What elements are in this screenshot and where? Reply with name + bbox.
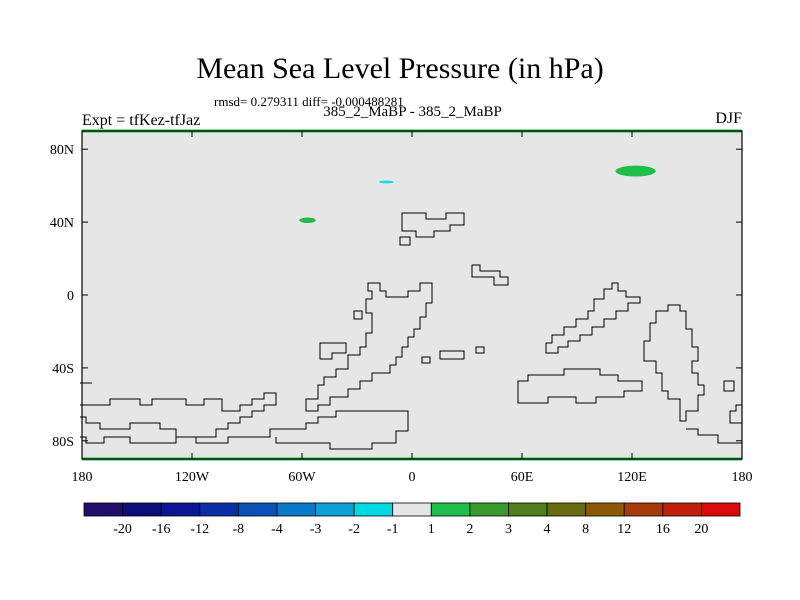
colorbar-label: 8 [582,522,589,537]
coastline-australia [643,304,705,422]
y-tick-label: 0 [67,289,74,304]
season-label: DJF [715,110,742,127]
colorbar-label: 2 [466,522,473,537]
colorbar-box [353,502,394,517]
x-tick-label: 0 [409,470,416,485]
colorbar-label: 1 [428,522,435,537]
x-tick-label: 120E [617,470,647,485]
coastline-small-7 [421,356,431,364]
colorbar-label: -3 [310,522,322,537]
colorbar-box [83,502,123,517]
coastline-africa-australia [545,282,641,354]
x-tick-label: 120W [175,470,210,485]
x-tick-label: 180 [732,470,753,485]
coastline-small-4 [319,342,347,360]
coastline-small-2 [471,264,509,286]
experiment-comparison-subtitle: 385_2_MaBP - 385_2_MaBP [323,104,502,120]
axis-ticks: 180 120W 60W 0 60E 120E 180 80N 40N 0 40S 80S [50,131,753,485]
colorbar-label: 20 [694,522,708,537]
colorbar: -20 -16 -12 -8 -4 -3 -2 -1 1 2 3 4 8 12 16 20 [83,502,741,537]
colorbar-label: 16 [656,522,670,537]
colorbar-box [662,502,702,517]
colorbar-box [276,502,316,517]
experiment-label: Expt = tfKez-tfJaz [82,112,201,129]
colorbar-label: -4 [271,522,283,537]
colorbar-box [430,502,471,517]
coastline-small-1 [399,236,411,246]
coastlines [80,212,742,450]
colorbar-label: 4 [544,522,551,537]
colorbar-box [585,502,625,517]
x-tick-label: 60W [288,470,316,485]
coastline-small-6 [475,346,485,354]
coastline-iberia [401,212,465,238]
colorbar-box [199,502,239,517]
colorbar-box [237,502,278,517]
coastline-small-5 [439,350,465,360]
chart-title: Mean Sea Level Pressure (in hPa) [196,52,604,85]
colorbar-label: -1 [387,522,399,537]
colorbar-label: -8 [233,522,245,537]
colorbar-box [160,502,201,517]
coastline-small-3 [353,310,363,320]
anomaly-patches [299,165,656,224]
coastline-south-america [305,282,433,412]
colorbar-box [315,502,355,517]
coastline-southern-left [80,392,277,438]
colorbar-box [122,502,162,517]
colorbar-label: 12 [617,522,631,537]
coastline-antarctic-right [686,404,742,444]
anomaly-patch-2 [379,180,394,184]
colorbar-label: 3 [505,522,512,537]
pressure-field-background [82,131,742,459]
coastline-antarctic-indian [517,368,643,404]
anomaly-patch-0 [615,165,656,177]
colorbar-label: -12 [190,522,209,537]
rmsd-diff-stats: rmsd= 0.279311 diff= -0.000488281 [214,94,404,109]
coastline-small-8 [723,380,735,392]
y-tick-label: 80S [52,435,74,450]
colorbar-box [546,502,587,517]
anomaly-patch-1 [299,217,316,224]
x-tick-label: 180 [72,470,93,485]
colorbar-label: -16 [152,522,171,537]
colorbar-label: -20 [113,522,132,537]
y-tick-label: 40N [50,216,74,231]
colorbar-box [508,502,548,517]
y-tick-label: 80N [50,143,74,158]
colorbar-box [623,502,664,517]
colorbar-box [392,502,432,517]
x-tick-label: 60E [511,470,534,485]
colorbar-box [469,502,509,517]
colorbar-box [701,502,741,517]
coastline-southern-mid [80,410,409,450]
y-tick-label: 40S [52,362,74,377]
colorbar-label: -2 [348,522,360,537]
